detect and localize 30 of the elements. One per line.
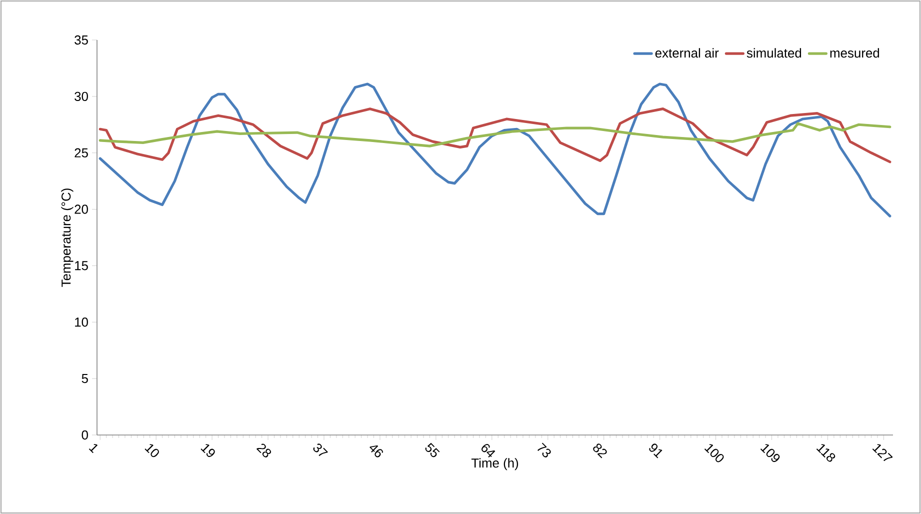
x-tick-label: 82 <box>593 444 607 458</box>
y-tick-label: 5 <box>82 374 88 384</box>
y-tick-label: 15 <box>75 261 88 270</box>
x-tick-label: 64 <box>482 444 496 458</box>
x-tick-label: 127 <box>872 444 893 462</box>
x-axis-title: Time (h) <box>471 458 518 470</box>
y-tick-label: 35 <box>74 35 88 45</box>
legend-label: mesured <box>830 48 880 58</box>
x-tick-label: 100 <box>704 444 724 462</box>
x-tick-label: 10 <box>144 444 159 458</box>
x-tick-label: 109 <box>760 444 780 462</box>
y-tick-label: 0 <box>82 430 88 440</box>
x-tick-label: 46 <box>370 445 383 458</box>
x-tick-label: 73 <box>537 442 551 458</box>
x-tick-label: 91 <box>649 444 662 458</box>
x-tick-label: 118 <box>816 444 836 462</box>
y-tick-label: 30 <box>74 92 88 101</box>
legend-label: simulated <box>746 48 802 58</box>
y-tick-label: 25 <box>74 148 88 158</box>
x-tick-label: 28 <box>256 444 272 458</box>
line-series <box>98 108 892 164</box>
x-tick-label: 37 <box>313 444 328 456</box>
y-tick-label: 10 <box>75 318 88 327</box>
legend-label: external air <box>655 48 719 58</box>
y-tick-label: 20 <box>74 204 88 214</box>
x-tick-label: 19 <box>200 444 215 457</box>
y-axis-title: Temperature (°C) <box>61 188 74 287</box>
x-tick-label: 1 <box>88 444 98 454</box>
x-tick-label: 55 <box>425 442 440 458</box>
line-series <box>98 122 892 148</box>
